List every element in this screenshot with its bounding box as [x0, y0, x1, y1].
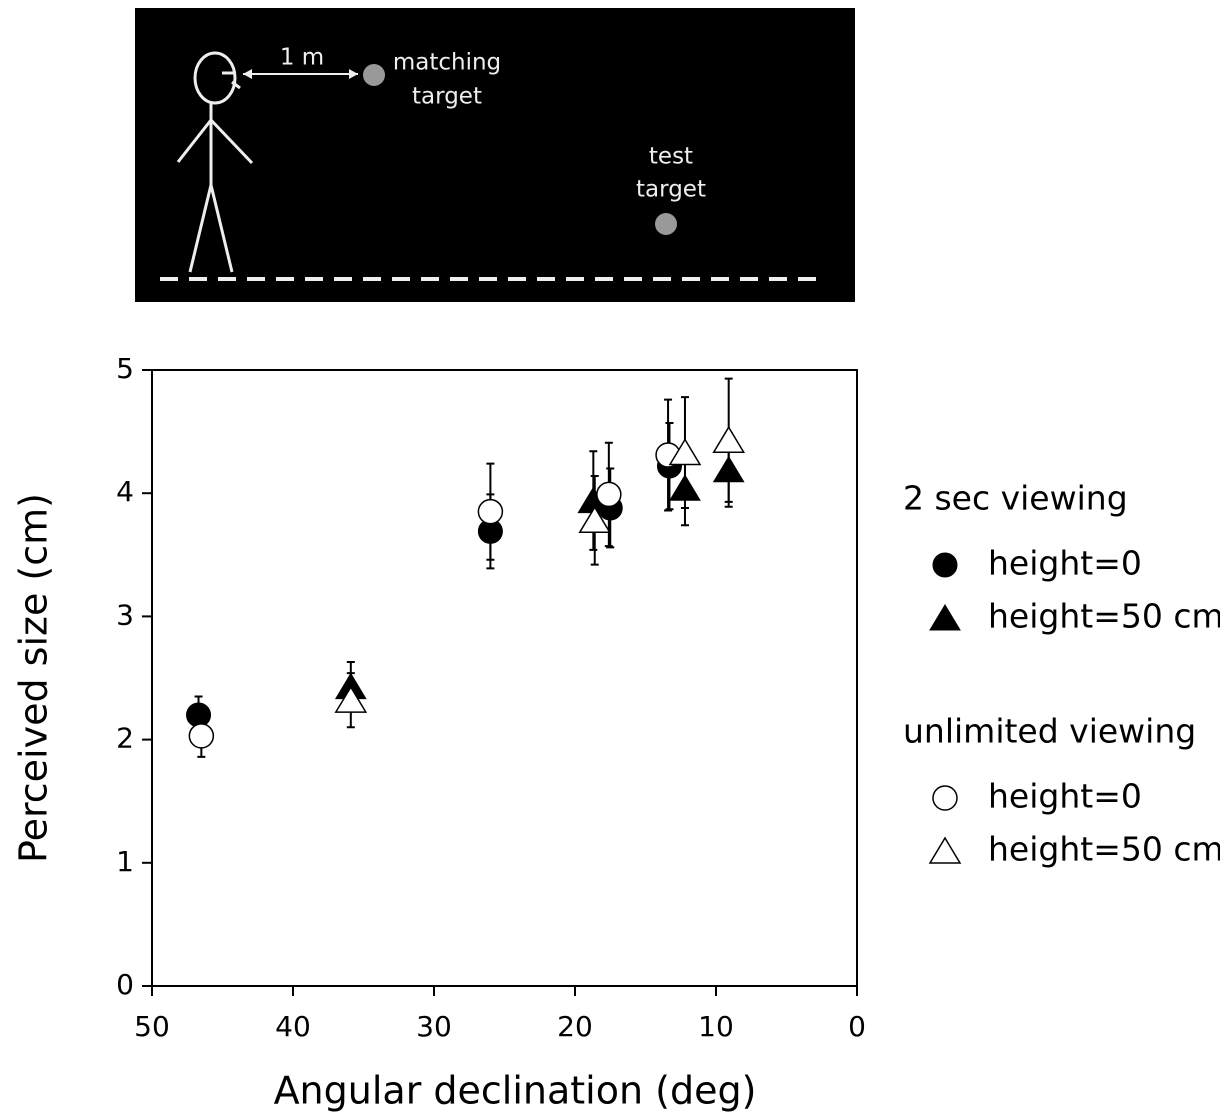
legend-label: height=0 — [988, 544, 1142, 583]
legend-marker — [932, 552, 958, 578]
y-tick-label: 5 — [116, 352, 134, 385]
diagram-background — [135, 8, 855, 302]
legend-marker — [928, 836, 962, 864]
legend-marker — [929, 604, 961, 631]
stick-figure — [176, 51, 254, 273]
test-target — [655, 213, 677, 235]
data-point — [669, 474, 701, 501]
legend-label: height=0 — [988, 777, 1142, 816]
data-point — [188, 723, 215, 749]
data-point — [668, 438, 702, 466]
legend-label: height=50 cm — [988, 597, 1220, 636]
plot-frame — [151, 369, 858, 987]
x-axis-label: Angular declination (deg) — [274, 1069, 757, 1113]
x-tick-label: 30 — [416, 1010, 452, 1043]
data-point — [578, 505, 612, 534]
diagram: 1 m matching target test target — [135, 8, 855, 302]
test-label: target — [636, 177, 706, 203]
legend-marker — [932, 785, 958, 811]
y-tick-label: 2 — [116, 722, 134, 755]
x-tick-label: 50 — [134, 1010, 170, 1043]
legend-label: height=50 cm — [988, 830, 1220, 869]
x-tick-label: 0 — [848, 1010, 866, 1043]
matching-label: target — [412, 84, 482, 110]
data-point — [334, 685, 368, 713]
test-label: test — [649, 144, 693, 170]
data-point — [477, 498, 504, 525]
data-point — [712, 425, 746, 453]
y-tick-label: 4 — [116, 475, 134, 508]
x-tick-label: 40 — [275, 1010, 311, 1043]
y-tick-label: 1 — [116, 845, 134, 878]
y-tick-label: 0 — [116, 968, 134, 1001]
distance-label: 1 m — [280, 45, 324, 71]
data-point — [186, 702, 212, 728]
data-point — [596, 481, 622, 508]
y-axis-label: Perceived size (cm) — [12, 493, 56, 863]
y-tick-label: 3 — [116, 598, 134, 631]
data-point — [712, 455, 745, 483]
x-tick-label: 10 — [698, 1010, 734, 1043]
legend-group-title: unlimited viewing — [903, 712, 1196, 751]
matching-label: matching — [393, 50, 501, 76]
matching-target — [363, 64, 385, 86]
x-tick-label: 20 — [557, 1010, 593, 1043]
legend-group-title: 2 sec viewing — [903, 479, 1128, 518]
